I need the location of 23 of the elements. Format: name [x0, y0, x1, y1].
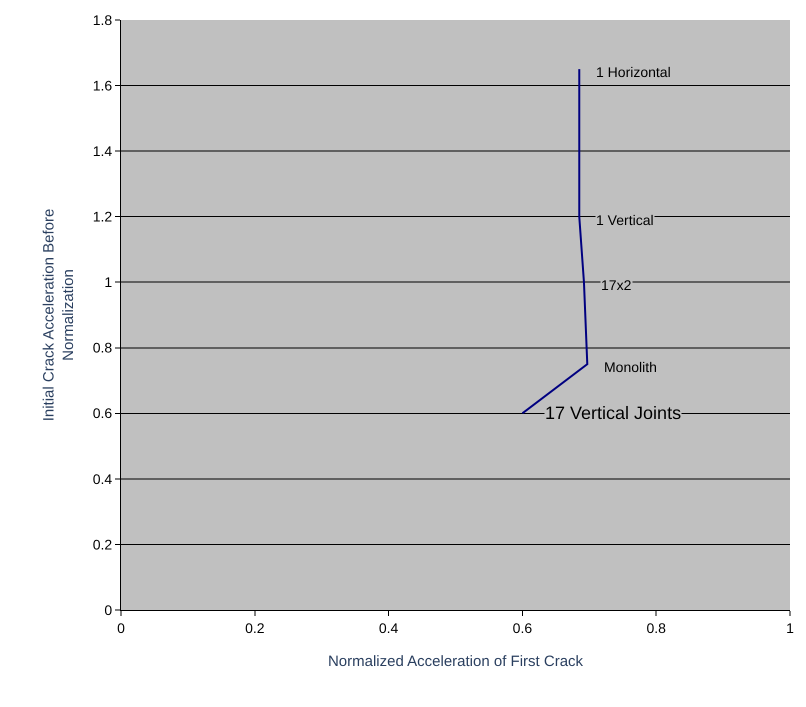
- annotation: 17 Vertical Joints: [545, 403, 682, 423]
- y-tick-label: 1: [104, 274, 112, 290]
- y-tick-label: 1.2: [92, 208, 112, 225]
- y-tick-label: 0.4: [92, 470, 112, 487]
- annotation: Monolith: [604, 359, 657, 375]
- annotation: 1 Horizontal: [596, 64, 671, 80]
- x-tick-label: 0: [117, 620, 126, 636]
- y-tick-label: 0.8: [92, 340, 112, 356]
- x-tick-label: 1: [786, 620, 794, 636]
- y-tick-label: 1.8: [92, 12, 112, 28]
- x-tick-label: 0.6: [512, 620, 532, 636]
- annotation: 1 Vertical: [596, 212, 654, 228]
- annotation: 17x2: [601, 277, 632, 293]
- x-tick-label: 0.8: [646, 620, 666, 636]
- y-axis-title: Initial Crack Acceleration Before Normalization: [40, 208, 77, 422]
- x-tick-label: 0.2: [245, 620, 265, 636]
- y-tick-label: 0.6: [92, 405, 112, 422]
- y-tick-label: 1.4: [92, 143, 112, 160]
- x-tick-label: 0.4: [378, 620, 399, 636]
- y-tick-label: 0: [104, 602, 112, 618]
- x-axis-title: Normalized Acceleration of First Crack: [328, 652, 584, 670]
- y-tick-label: 1.6: [92, 77, 112, 94]
- y-tick-label: 0.2: [92, 536, 112, 552]
